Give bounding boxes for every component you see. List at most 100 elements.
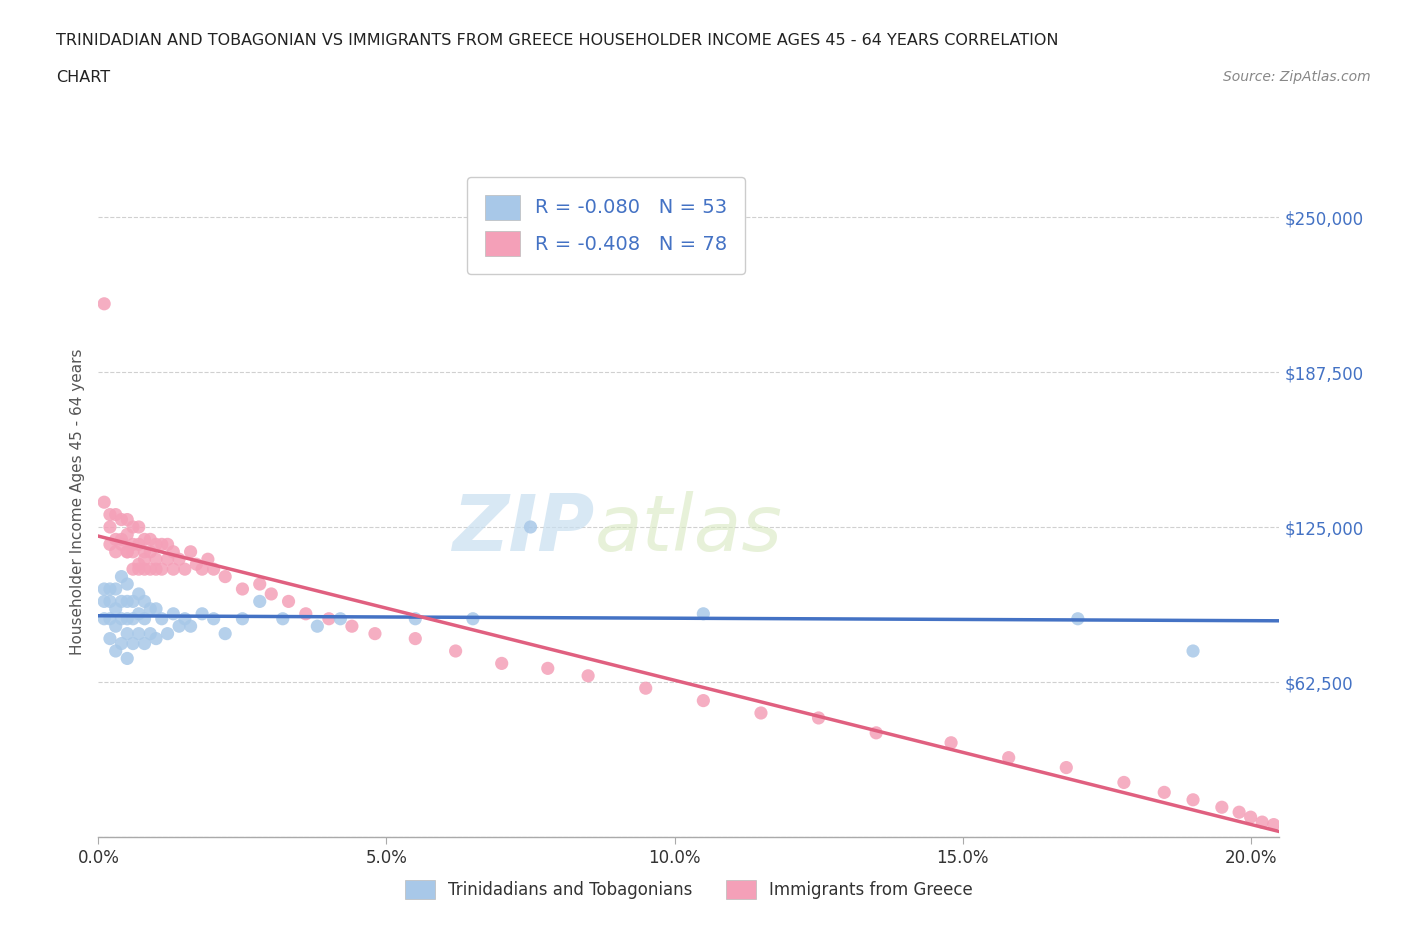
Point	[93, 581, 115, 596]
Point	[122, 594, 145, 609]
Point	[145, 602, 167, 617]
Point	[93, 495, 115, 510]
Point	[340, 618, 363, 633]
Point	[139, 544, 162, 559]
Point	[145, 631, 167, 646]
Point	[461, 611, 484, 626]
Point	[807, 711, 830, 725]
Point	[134, 611, 156, 626]
Point	[139, 602, 162, 617]
Point	[93, 594, 115, 609]
Point	[162, 606, 184, 621]
Point	[128, 626, 150, 641]
Point	[139, 626, 162, 641]
Point	[128, 520, 150, 535]
Point	[231, 611, 253, 626]
Point	[162, 562, 184, 577]
Text: CHART: CHART	[56, 70, 110, 85]
Point	[277, 594, 299, 609]
Point	[191, 562, 214, 577]
Point	[93, 611, 115, 626]
Point	[134, 594, 156, 609]
Point	[104, 602, 127, 617]
Point	[1227, 804, 1250, 819]
Point	[110, 537, 132, 551]
Point	[197, 551, 219, 566]
Point	[156, 537, 179, 551]
Point	[104, 581, 127, 596]
Point	[150, 562, 173, 577]
Point	[167, 551, 190, 566]
Point	[202, 562, 225, 577]
Point	[104, 644, 127, 658]
Point	[110, 532, 132, 547]
Point	[295, 606, 318, 621]
Point	[865, 725, 887, 740]
Point	[997, 751, 1019, 765]
Legend: R = -0.080   N = 53, R = -0.408   N = 78: R = -0.080 N = 53, R = -0.408 N = 78	[467, 177, 745, 273]
Point	[537, 661, 560, 676]
Point	[329, 611, 352, 626]
Point	[491, 656, 513, 671]
Point	[115, 527, 138, 542]
Point	[1240, 810, 1263, 825]
Point	[1112, 775, 1135, 790]
Point	[122, 562, 145, 577]
Text: ZIP: ZIP	[453, 491, 595, 567]
Point	[134, 544, 156, 559]
Point	[180, 618, 202, 633]
Point	[128, 587, 150, 602]
Point	[162, 544, 184, 559]
Point	[150, 611, 173, 626]
Point	[634, 681, 657, 696]
Point	[692, 693, 714, 708]
Point	[214, 626, 236, 641]
Point	[404, 631, 426, 646]
Text: Source: ZipAtlas.com: Source: ZipAtlas.com	[1223, 70, 1371, 84]
Point	[318, 611, 340, 626]
Text: TRINIDADIAN AND TOBAGONIAN VS IMMIGRANTS FROM GREECE HOUSEHOLDER INCOME AGES 45 : TRINIDADIAN AND TOBAGONIAN VS IMMIGRANTS…	[56, 33, 1059, 47]
Point	[173, 611, 195, 626]
Point	[115, 626, 138, 641]
Point	[186, 557, 208, 572]
Point	[128, 537, 150, 551]
Point	[115, 544, 138, 559]
Point	[110, 594, 132, 609]
Point	[364, 626, 387, 641]
Point	[249, 594, 271, 609]
Point	[214, 569, 236, 584]
Point	[1274, 819, 1296, 834]
Point	[145, 537, 167, 551]
Point	[156, 551, 179, 566]
Point	[1067, 611, 1090, 626]
Point	[98, 537, 121, 551]
Point	[1054, 760, 1077, 775]
Point	[128, 562, 150, 577]
Point	[231, 581, 253, 596]
Legend: Trinidadians and Tobagonians, Immigrants from Greece: Trinidadians and Tobagonians, Immigrants…	[391, 867, 987, 912]
Y-axis label: Householder Income Ages 45 - 64 years: Householder Income Ages 45 - 64 years	[69, 349, 84, 656]
Point	[150, 537, 173, 551]
Point	[93, 297, 115, 312]
Point	[1211, 800, 1233, 815]
Point	[104, 544, 127, 559]
Point	[98, 581, 121, 596]
Point	[122, 544, 145, 559]
Point	[110, 636, 132, 651]
Point	[749, 706, 772, 721]
Point	[145, 562, 167, 577]
Point	[122, 611, 145, 626]
Point	[115, 512, 138, 527]
Point	[156, 626, 179, 641]
Point	[139, 532, 162, 547]
Point	[134, 636, 156, 651]
Point	[104, 618, 127, 633]
Point	[939, 736, 962, 751]
Point	[98, 507, 121, 522]
Point	[128, 606, 150, 621]
Point	[134, 532, 156, 547]
Point	[122, 537, 145, 551]
Point	[145, 551, 167, 566]
Point	[307, 618, 329, 633]
Point	[104, 507, 127, 522]
